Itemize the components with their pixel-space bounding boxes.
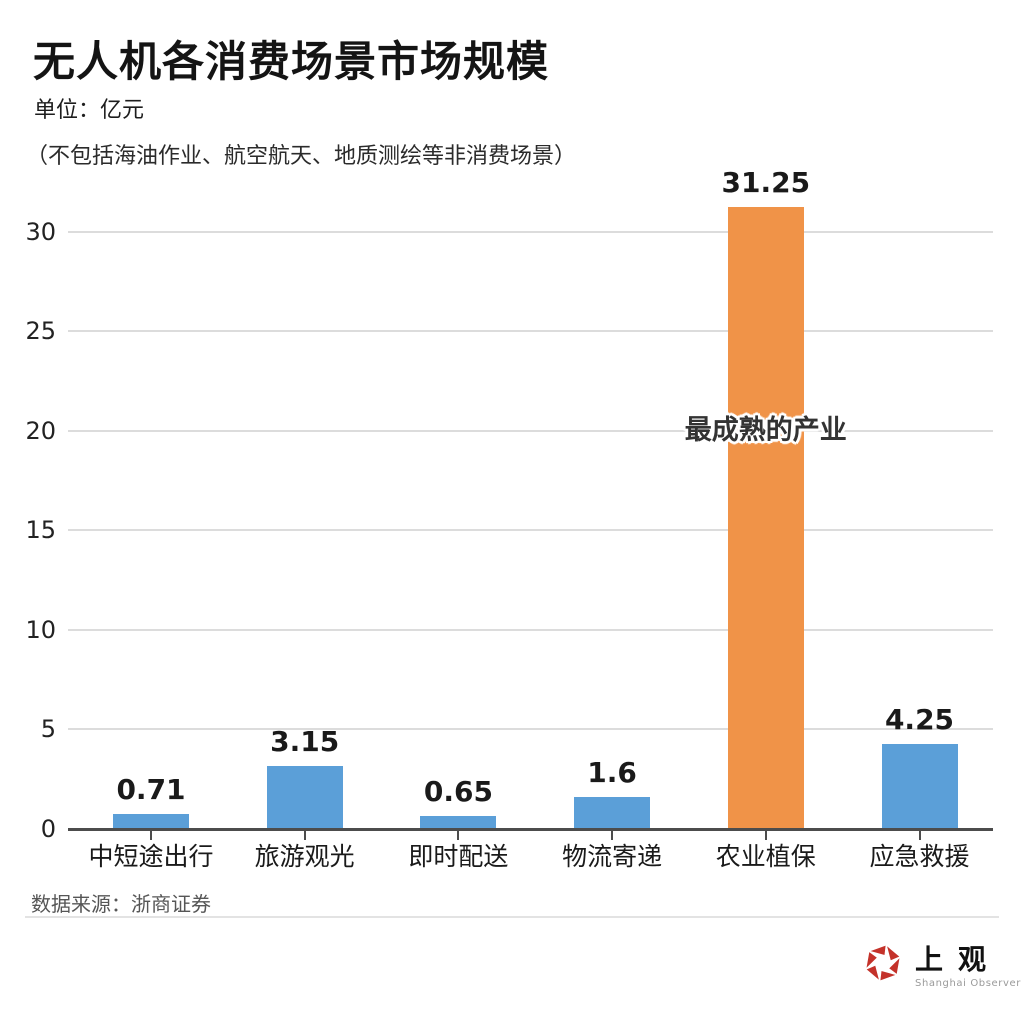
category-label-3: 即时配送 xyxy=(408,841,509,871)
logo-text-cn: 上观 xyxy=(915,943,1002,976)
annotation-most-mature-industry: 最成熟的产业 xyxy=(684,414,847,446)
y-axis-label-5: 5 xyxy=(40,715,56,743)
category-label-4: 物流寄递 xyxy=(562,841,663,871)
y-axis-label-25: 25 xyxy=(25,317,56,345)
x-axis-tick-4 xyxy=(611,830,614,840)
scope-note: （不包括海油作业、航空航天、地质测绘等非消费场景） xyxy=(26,144,577,169)
bar-6 xyxy=(881,743,958,829)
logo-text-block: 上观 Shanghai Observer xyxy=(915,942,1021,990)
chart-title: 无人机各消费场景市场规模 xyxy=(33,37,550,86)
bar-3 xyxy=(420,815,497,829)
bar-5 xyxy=(727,206,804,829)
gridline-10 xyxy=(68,628,993,631)
data-source-note: 数据来源：浙商证券 xyxy=(31,892,211,916)
gridline-20 xyxy=(68,429,993,432)
value-label-6: 4.25 xyxy=(884,702,955,736)
value-label-5: 31.25 xyxy=(721,165,811,199)
x-axis-baseline xyxy=(68,827,993,831)
bar-2 xyxy=(266,765,343,829)
y-axis-label-0: 0 xyxy=(40,814,56,843)
value-label-2: 3.15 xyxy=(270,724,340,758)
aperture-hexagon-logo-icon xyxy=(865,944,901,982)
bar-4 xyxy=(574,796,651,829)
gridline-15 xyxy=(68,529,993,531)
x-axis-tick-3 xyxy=(457,830,460,840)
category-label-1: 中短途出行 xyxy=(88,841,214,871)
category-label-2: 旅游观光 xyxy=(254,841,355,871)
gridline-25 xyxy=(68,330,993,332)
unit-label: 单位：亿元 xyxy=(34,98,145,123)
x-axis-tick-5 xyxy=(764,830,767,840)
gridline-5 xyxy=(68,728,993,730)
category-label-5: 农业植保 xyxy=(715,841,816,871)
value-label-4: 1.6 xyxy=(587,755,637,789)
footer-divider xyxy=(25,916,999,918)
x-axis-tick-1 xyxy=(150,830,152,840)
y-axis-label-10: 10 xyxy=(25,615,56,644)
gridline-30 xyxy=(68,230,993,233)
value-label-1: 0.71 xyxy=(116,773,186,807)
y-axis-label-15: 15 xyxy=(25,516,56,544)
y-axis-label-20: 20 xyxy=(25,416,56,445)
value-label-3: 0.65 xyxy=(423,774,493,808)
logo-text-en: Shanghai Observer xyxy=(915,978,1021,989)
category-label-6: 应急救援 xyxy=(869,841,970,871)
bar-1 xyxy=(113,814,189,829)
x-axis-tick-6 xyxy=(918,830,921,840)
x-axis-tick-2 xyxy=(303,830,306,840)
shanghai-observer-logo: 上观 Shanghai Observer xyxy=(862,942,1021,989)
y-axis-label-30: 30 xyxy=(25,217,56,246)
